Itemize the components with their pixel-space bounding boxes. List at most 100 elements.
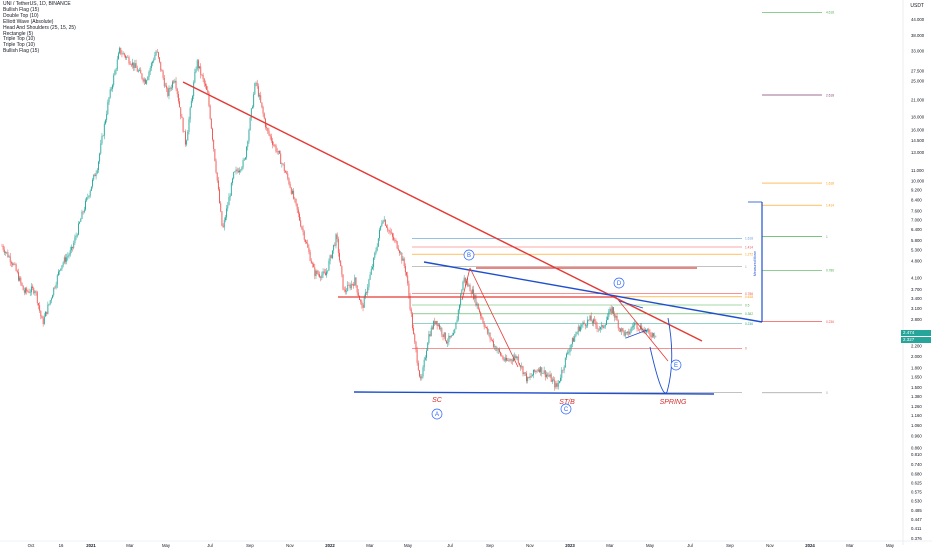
candle-body: [253, 94, 255, 107]
candle-body: [403, 258, 405, 267]
candle-body: [262, 106, 264, 114]
annotation-label: ST/B: [559, 399, 575, 406]
candle-body: [135, 63, 137, 69]
legend-indicator[interactable]: Head And Shoulders (25, 15, 25): [3, 24, 76, 31]
candle-body: [596, 325, 598, 329]
time-tick-label: Nov: [526, 543, 534, 548]
candle-body: [15, 264, 17, 271]
legend-indicator[interactable]: Triple Top (10): [3, 42, 35, 49]
red-downtrend-line: [182, 81, 703, 342]
candle-body: [487, 327, 489, 334]
candle-body: [74, 237, 76, 244]
candle-body: [102, 135, 104, 137]
candle-body: [99, 153, 101, 162]
candle-body: [242, 159, 244, 168]
candle-body: [203, 79, 205, 84]
candle-body: [366, 292, 368, 294]
candle-body: [277, 150, 279, 152]
candle-body: [209, 105, 211, 119]
candle-body: [28, 291, 30, 293]
candle-body: [194, 72, 196, 83]
candle-body: [408, 283, 410, 296]
candle-body: [370, 268, 372, 275]
candle-body: [533, 369, 535, 376]
candle-body: [527, 377, 529, 382]
candle-body: [183, 131, 185, 132]
candle-body: [202, 74, 204, 80]
wave-label: A: [435, 412, 439, 418]
time-tick-label: May: [404, 543, 413, 548]
fib-label-left: 0.5: [745, 303, 750, 307]
candle-body: [23, 290, 25, 293]
legend-indicator[interactable]: Triple Top (10): [3, 36, 35, 43]
candle-body: [628, 331, 630, 335]
candle-body: [146, 80, 148, 84]
candle-body: [356, 285, 358, 293]
candle-body: [133, 62, 135, 68]
candle-body: [547, 374, 549, 376]
candle-body: [14, 263, 16, 265]
candle-body: [479, 309, 480, 313]
annotation-label: SPRING: [660, 399, 687, 406]
candle-body: [551, 379, 553, 382]
candle-body: [337, 238, 339, 253]
candle-body: [45, 311, 46, 317]
candle-body: [451, 335, 453, 336]
candle-body: [340, 260, 342, 267]
candle-body: [584, 323, 586, 327]
candle-body: [471, 289, 473, 294]
candle-body: [257, 86, 259, 97]
candle-body: [57, 271, 59, 276]
candle-body: [470, 291, 472, 294]
legend-symbol[interactable]: UNI / TetherUS, 1D, BINANCE: [3, 1, 71, 7]
candle-body: [283, 164, 285, 172]
candle-body: [606, 320, 607, 325]
price-tick-label: 1.650: [911, 375, 922, 380]
time-scale[interactable]: Oct 16 2021 Mar May Jul Sep Nov 2022 Mar May Jul Sep…: [28, 543, 895, 548]
candle-body: [629, 331, 631, 335]
candle-body: [247, 141, 249, 147]
candle-body: [513, 358, 515, 362]
legend-indicator[interactable]: Double Top (10): [3, 12, 39, 19]
candle-body: [159, 57, 161, 62]
chart-legend[interactable]: UNI / TetherUS, 1D, BINANCE Bullish Flag…: [3, 1, 76, 55]
candle-body: [503, 359, 505, 361]
candle-body: [389, 230, 391, 233]
candle-body: [570, 344, 572, 348]
time-tick-label: 16: [59, 543, 64, 548]
legend-indicator[interactable]: Rectangle (5): [3, 30, 34, 37]
candle-body: [386, 225, 388, 228]
candle-body: [361, 301, 363, 305]
candle-body: [409, 295, 411, 310]
time-tick-label: Sep: [246, 543, 254, 548]
candle-body: [413, 328, 415, 335]
candle-body: [95, 173, 97, 177]
candle-body: [635, 322, 637, 324]
candle-body: [236, 169, 238, 171]
candle-body: [96, 170, 98, 174]
price-scale[interactable]: 44.000 38.000 33.000 27.500 25.000 21.000 18.0…: [911, 17, 925, 541]
candle-body: [327, 270, 329, 272]
candle-body: [355, 277, 357, 286]
candle-body: [322, 271, 324, 275]
candle-body: [650, 335, 652, 337]
candle-body: [437, 324, 439, 326]
candle-body: [41, 316, 43, 319]
price-tick-label: 8.400: [911, 197, 922, 202]
price-tick-label: 6.400: [911, 227, 922, 232]
legend-indicator[interactable]: Bullish Flag (15): [3, 48, 40, 55]
candle-body: [22, 285, 24, 291]
candle-body: [488, 332, 490, 334]
candle-body: [509, 359, 511, 361]
legend-indicator[interactable]: Elliott Wave (Absolute): [3, 18, 54, 25]
wave-circle: [431, 408, 443, 420]
legend-indicator[interactable]: Bullish Flag (15): [3, 6, 40, 13]
candle-body: [516, 356, 518, 359]
candle-body: [440, 328, 442, 329]
candle-body: [100, 143, 102, 154]
price-tick-label: 0.960: [911, 434, 922, 439]
candle-body: [273, 144, 275, 146]
